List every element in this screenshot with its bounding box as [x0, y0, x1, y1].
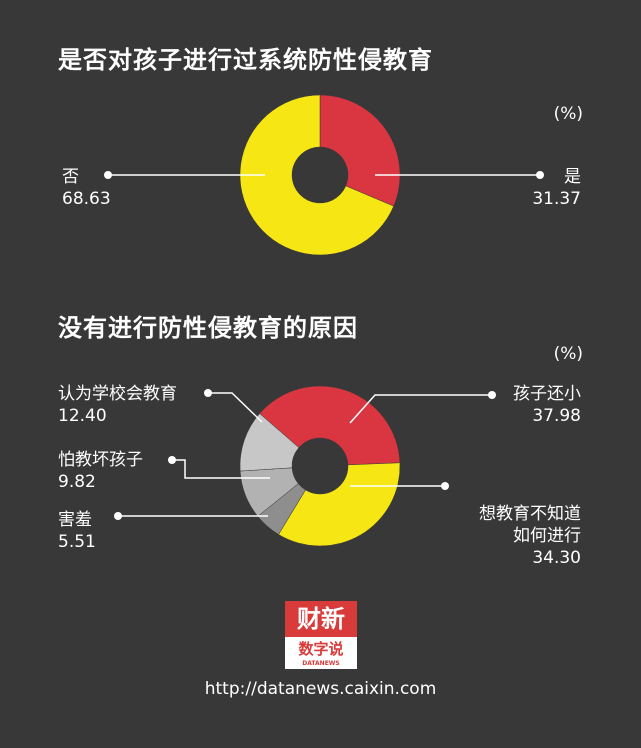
- footer-url[interactable]: http://datanews.caixin.com: [204, 679, 437, 699]
- chart1-label-yes: 是 31.37: [532, 167, 581, 209]
- chart2-leader-fear-corrupt: [172, 459, 270, 479]
- chart2-leader-school-teaches: [208, 392, 263, 423]
- chart2-leader-too-young: [349, 394, 492, 424]
- logo-line1: 财新: [285, 601, 357, 637]
- caixin-datanews-logo: 财新 数字说 DATANEWS: [285, 601, 357, 669]
- chart1-title: 是否对孩子进行过系统防性侵教育: [58, 46, 433, 74]
- chart1-slice-no: [239, 94, 395, 256]
- chart2-label-fear-corrupt: 怕教坏孩子 9.82: [58, 450, 143, 492]
- chart2-title: 没有进行防性侵教育的原因: [58, 314, 358, 342]
- chart2-slice-dont-know-how: [278, 462, 401, 547]
- chart1-dot-no: [104, 171, 112, 179]
- chart2-slice-school-teaches: [239, 413, 300, 472]
- chart2-label-dont-know-how: 想教育不知道 如何进行 34.30: [479, 504, 581, 568]
- chart2-dot-dont-know-how: [441, 482, 449, 490]
- chart1-label-no: 否 68.63: [62, 167, 111, 209]
- chart2-label-school-teaches: 认为学校会教育 12.40: [58, 384, 177, 426]
- chart2-label-too-young: 孩子还小 37.98: [513, 384, 581, 426]
- chart1-slice-yes: [319, 94, 401, 207]
- chart2-dot-shy: [114, 512, 122, 520]
- chart2-dot-school-teaches: [204, 389, 212, 397]
- chart2-dot-fear-corrupt: [168, 456, 176, 464]
- chart2-dot-too-young: [488, 391, 496, 399]
- logo-line2: 数字说 DATANEWS: [285, 637, 357, 669]
- chart2-label-shy: 害羞 5.51: [58, 510, 96, 552]
- chart2-unit: (%): [553, 344, 583, 364]
- chart1-unit: (%): [553, 104, 583, 124]
- chart1-dot-yes: [536, 171, 544, 179]
